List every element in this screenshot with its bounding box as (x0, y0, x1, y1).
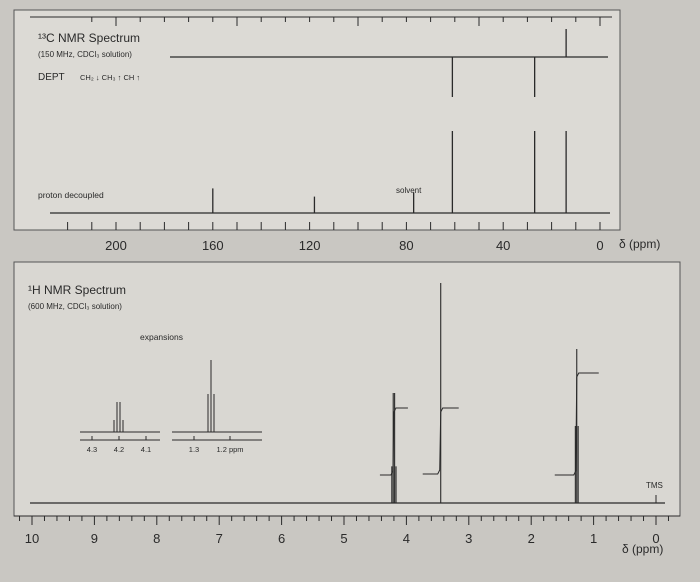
h1-tick-label: 2 (528, 531, 535, 546)
h1-panel (13, 261, 681, 517)
h1-integral (554, 372, 599, 476)
c13-spectrum: 200 160 120 80 40 0 (30, 16, 612, 253)
expansion-tick-label: 4.3 (87, 445, 97, 454)
expansions-label: expansions (140, 332, 183, 342)
h1-integral (422, 407, 459, 475)
h1-tick-label: 3 (465, 531, 472, 546)
h1-title: ¹H NMR Spectrum (28, 283, 126, 297)
c13-tick-label: 40 (496, 238, 510, 253)
h1-tick-label: 7 (216, 531, 223, 546)
expansion-tick-label: 4.1 (141, 445, 151, 454)
c13-tick-label: 0 (596, 238, 603, 253)
h1-integral (379, 407, 408, 476)
h1-axis-label: δ (ppm) (622, 542, 663, 556)
h1-subtitle: (600 MHz, CDCl₃ solution) (28, 302, 122, 311)
c13-title: ¹³C NMR Spectrum (38, 31, 140, 45)
h1-tick-label: 6 (278, 531, 285, 546)
dept-label: DEPT (38, 72, 65, 83)
expansion-tick-label: 4.2 (114, 445, 124, 454)
h1-tick-label: 8 (153, 531, 160, 546)
solvent-label: solvent (396, 186, 422, 195)
h1-tick-label: 10 (25, 531, 39, 546)
tms-label: TMS (646, 481, 663, 490)
expansion-tick-label: 1.3 (189, 445, 199, 454)
c13-tick-label: 160 (202, 238, 224, 253)
h1-tick-label: 0 (652, 531, 659, 546)
c13-axis-label: δ (ppm) (619, 237, 660, 251)
h1-tick-label: 1 (590, 531, 597, 546)
c13-tick-label: 200 (105, 238, 127, 253)
h1-tick-label: 9 (91, 531, 98, 546)
expansion-tick-label: 1.2 ppm (216, 445, 243, 454)
h1-tick-label: 4 (403, 531, 410, 546)
c13-panel (13, 9, 621, 231)
decoupled-label: proton decoupled (38, 190, 104, 200)
c13-tick-label: 80 (399, 238, 413, 253)
c13-subtitle: (150 MHz, CDCl₃ solution) (38, 50, 132, 59)
c13-tick-label: 120 (299, 238, 321, 253)
h1-tick-label: 5 (340, 531, 347, 546)
dept-legend: CH₂ ↓ CH₃ ↑ CH ↑ (80, 73, 140, 82)
